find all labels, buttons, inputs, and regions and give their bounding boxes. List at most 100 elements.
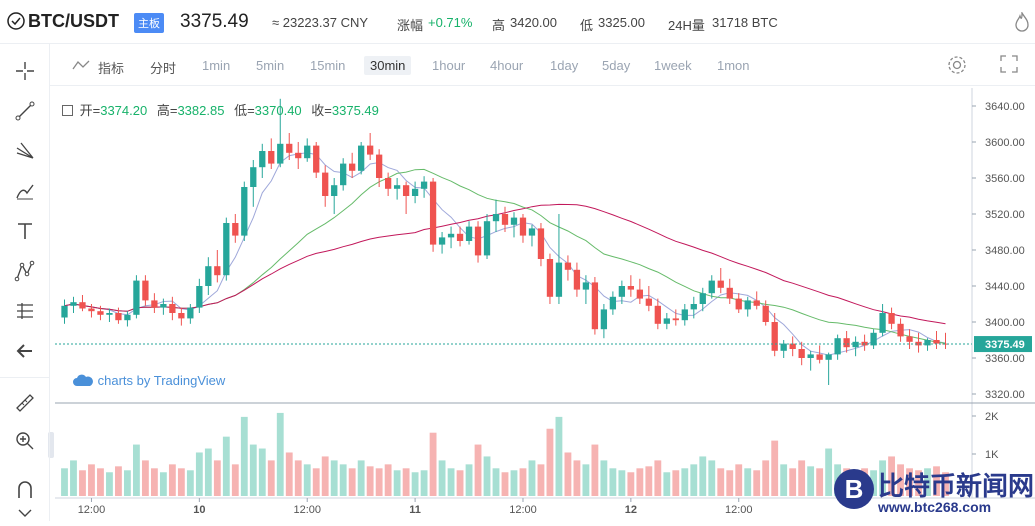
- candle-body: [501, 214, 509, 225]
- volume-bar: [240, 416, 248, 496]
- volume-bar: [888, 456, 895, 496]
- brush-icon[interactable]: [12, 178, 38, 204]
- volume-bar: [330, 460, 338, 496]
- settings-icon[interactable]: [946, 54, 968, 76]
- volume-bar: [735, 464, 743, 496]
- volume-bar: [816, 468, 824, 496]
- magnet-icon[interactable]: [12, 476, 38, 502]
- volume-bar: [717, 468, 725, 496]
- volume-bar: [106, 472, 113, 496]
- watermark-name: 比特币新闻网: [878, 471, 1035, 501]
- volume-bar: [798, 460, 806, 496]
- watermark-url: www.btc268.com: [878, 499, 992, 515]
- candle-body: [771, 322, 778, 351]
- volume-bar: [150, 468, 158, 496]
- back-arrow-icon[interactable]: [12, 338, 38, 364]
- candle-body: [879, 313, 886, 333]
- low-label: 低=: [234, 103, 255, 118]
- candle-body: [214, 266, 221, 276]
- trendline-icon[interactable]: [12, 98, 38, 124]
- candle-body: [286, 143, 293, 153]
- candle-body: [331, 185, 338, 196]
- chevron-down-icon[interactable]: [12, 500, 38, 526]
- tab-indicator[interactable]: 指标: [98, 61, 125, 76]
- price-tick-label: 3400.00: [985, 317, 1025, 329]
- candle-body: [70, 302, 77, 306]
- volume-tick-label: 1K: [985, 449, 999, 461]
- text-icon[interactable]: [12, 218, 38, 244]
- logo-icon: [7, 12, 25, 30]
- candle-body: [564, 262, 572, 270]
- tab-4hour[interactable]: 4hour: [490, 58, 524, 73]
- candle-body: [133, 280, 140, 315]
- tradingview-credit[interactable]: charts by TradingView: [72, 373, 225, 388]
- candle-body: [79, 302, 86, 309]
- volume-bar: [168, 464, 176, 496]
- tab-1day[interactable]: 1day: [550, 58, 579, 73]
- zoom-icon[interactable]: [12, 428, 38, 454]
- volume-bar: [555, 416, 563, 496]
- tab-timeshare[interactable]: 分时: [150, 61, 177, 76]
- fib-icon[interactable]: [12, 138, 38, 164]
- volume-bar: [780, 464, 788, 496]
- volume-bar: [699, 456, 707, 496]
- time-tick-label: 10: [193, 504, 205, 516]
- volume-bar: [132, 444, 140, 496]
- collapse-icon[interactable]: [62, 105, 73, 116]
- close-label: 收=: [311, 103, 332, 118]
- candle-body: [160, 304, 167, 308]
- candle-body: [492, 214, 500, 222]
- tab-1min[interactable]: 1min: [202, 58, 231, 73]
- volume-bar: [564, 452, 572, 496]
- volume-bar: [267, 460, 275, 496]
- candle-body: [304, 145, 311, 159]
- crosshair-icon[interactable]: [12, 58, 38, 84]
- pattern-icon[interactable]: [12, 258, 38, 284]
- tab-1mon[interactable]: 1mon: [717, 58, 750, 73]
- candle-body: [205, 266, 212, 286]
- measure-icon[interactable]: [12, 298, 38, 324]
- candle-body: [870, 332, 877, 346]
- candle-body: [268, 151, 275, 164]
- volume-bar: [213, 460, 221, 496]
- tab-5min[interactable]: 5min: [256, 58, 285, 73]
- tab-1week[interactable]: 1week: [654, 58, 692, 73]
- tab-30min[interactable]: 30min: [364, 56, 412, 75]
- low-value: 3325.00: [598, 15, 645, 30]
- tab-15min[interactable]: 15min: [310, 58, 346, 73]
- candle-body: [367, 145, 374, 155]
- tab-5day[interactable]: 5day: [602, 58, 631, 73]
- trading-pair[interactable]: BTC/USDT: [28, 11, 119, 31]
- bitcoin-logo-icon: B: [834, 469, 874, 509]
- ohlc-legend: 开=3374.20 高=3382.85 低=3370.40 收=3375.49: [62, 100, 385, 119]
- time-tick-label: 12:00: [78, 504, 106, 516]
- volume-bar: [708, 460, 716, 496]
- volume-bar: [88, 464, 95, 496]
- volume-bar: [366, 466, 374, 496]
- flame-icon: [1015, 12, 1029, 32]
- low-label: 低: [580, 18, 594, 33]
- candle-body: [537, 228, 545, 259]
- candle-body: [933, 340, 940, 344]
- volume-bar: [375, 468, 383, 496]
- tab-1hour[interactable]: 1hour: [432, 58, 466, 73]
- candle-body: [358, 145, 365, 171]
- volume-bar: [231, 464, 239, 496]
- volume-bar: [753, 470, 761, 496]
- candle-body: [726, 287, 733, 299]
- candle-body: [349, 163, 356, 171]
- ruler-icon[interactable]: [12, 390, 38, 416]
- volume-bar: [393, 470, 401, 496]
- volume-bar: [609, 468, 617, 496]
- volume-bar: [303, 464, 311, 496]
- volume-bar: [258, 448, 266, 496]
- volume-bar: [124, 470, 131, 496]
- candle-body: [519, 217, 527, 236]
- volume-bar: [933, 466, 940, 496]
- fullscreen-icon[interactable]: [1000, 55, 1018, 73]
- high-label: 高: [492, 18, 506, 33]
- board-badge: 主板: [134, 13, 164, 33]
- volume-bar: [600, 460, 608, 496]
- ma-short-line: [64, 152, 946, 356]
